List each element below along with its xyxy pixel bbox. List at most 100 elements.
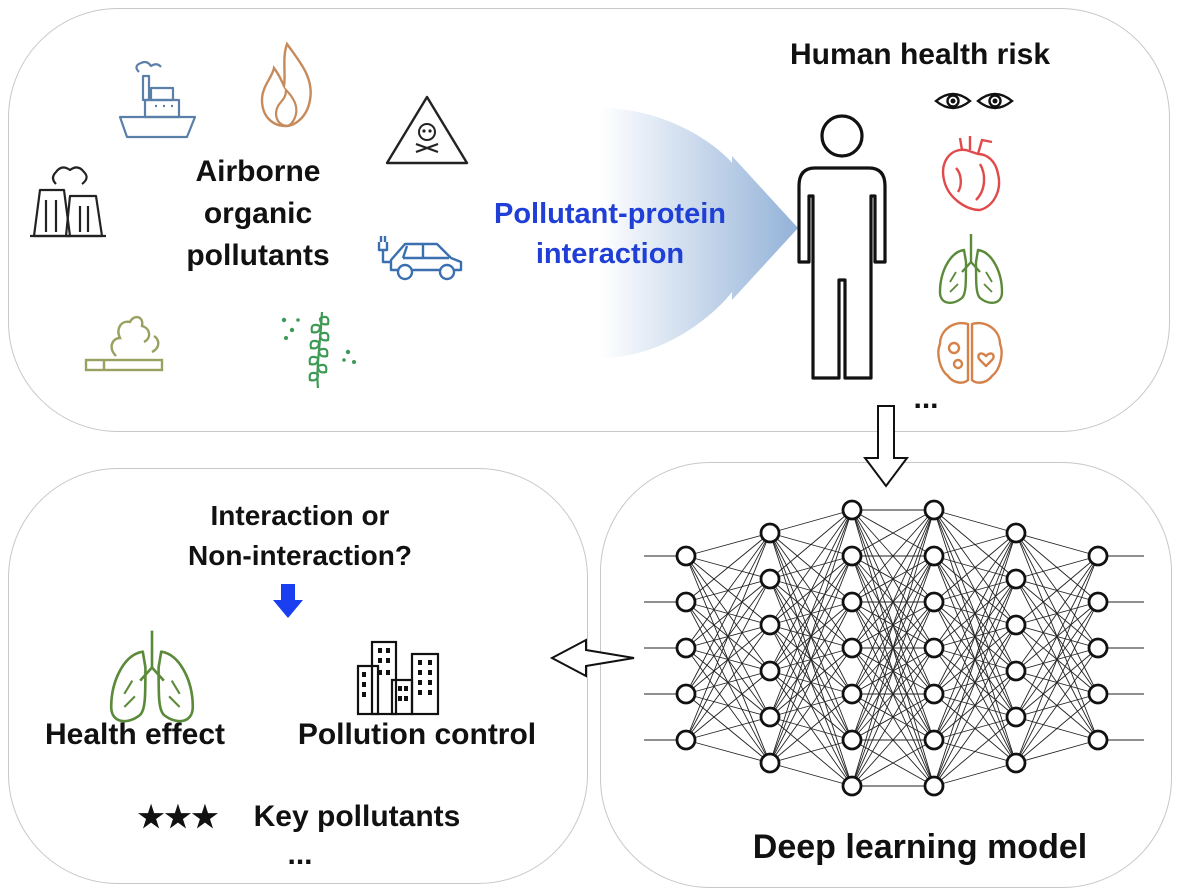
network-node <box>1005 706 1027 728</box>
toxic-warning-icon <box>385 95 469 165</box>
network-node <box>841 683 863 705</box>
network-node <box>841 637 863 659</box>
interaction-label-2: interaction <box>535 238 685 270</box>
network-node <box>923 499 945 521</box>
network-edge <box>1015 647 1099 764</box>
key-pollutants-label: Key pollutants <box>253 800 461 833</box>
model-title: Deep learning model <box>752 828 1088 866</box>
eyes-icon <box>934 92 1014 110</box>
network-edge <box>769 555 853 764</box>
network-edge <box>851 509 935 603</box>
network-edge <box>933 578 1017 787</box>
building-icon <box>356 640 440 716</box>
network-node <box>759 660 781 682</box>
airborne-label: Airborne <box>195 155 321 188</box>
network-node <box>841 729 863 751</box>
pollen-plant-icon <box>281 311 356 389</box>
network-node <box>923 545 945 567</box>
network-edge <box>685 716 771 741</box>
network-node <box>759 706 781 728</box>
network-edge <box>769 509 853 626</box>
question-line-1: Interaction or <box>210 500 390 531</box>
question-line-2: Non-interaction? <box>188 540 412 571</box>
network-node <box>759 614 781 636</box>
network-edge <box>1015 555 1099 764</box>
network-edge <box>933 532 1017 741</box>
ship-icon <box>118 60 197 139</box>
network-edge <box>769 509 853 534</box>
network-edge <box>1015 555 1099 580</box>
network-edge <box>769 601 853 764</box>
lungs-icon <box>109 630 195 723</box>
interaction-label-1: Pollutant-protein <box>494 198 726 230</box>
neural-network-icon <box>644 499 1144 797</box>
network-node <box>1005 568 1027 590</box>
network-node <box>1087 545 1109 567</box>
network-edge <box>769 693 853 764</box>
network-edge <box>851 509 935 557</box>
risk-ellipsis: ... <box>913 382 939 415</box>
heart-icon <box>941 136 1001 212</box>
network-edge <box>933 532 1017 603</box>
network-edge <box>933 532 1017 787</box>
pollutants-label: pollutants <box>186 239 330 272</box>
network-node <box>675 683 697 705</box>
network-edge <box>1015 532 1099 557</box>
bottom-left-ellipsis: ... <box>287 838 313 871</box>
left-outline-arrow <box>549 638 635 678</box>
network-node <box>1087 729 1109 751</box>
network-edge <box>933 532 1017 557</box>
network-edge <box>851 555 935 787</box>
network-node <box>675 637 697 659</box>
network-edge <box>1015 555 1099 672</box>
stars-icon: ★★★ <box>137 801 219 834</box>
network-edge <box>1015 693 1099 764</box>
network-edge <box>851 509 935 787</box>
network-edge <box>1015 555 1099 718</box>
network-edge <box>769 509 853 718</box>
network-node <box>841 591 863 613</box>
network-edge <box>933 762 1017 787</box>
network-edge <box>933 624 1017 787</box>
network-edge <box>685 532 771 695</box>
health-effect-label: Health effect <box>44 718 226 751</box>
network-edge <box>685 670 771 741</box>
network-edge <box>769 509 853 672</box>
risk-title: Human health risk <box>789 38 1051 71</box>
network-edge <box>1015 601 1099 764</box>
network-node <box>923 729 945 751</box>
network-edge <box>933 670 1017 787</box>
network-edge <box>685 532 771 603</box>
brain-icon <box>937 321 1003 384</box>
network-node <box>1005 614 1027 636</box>
fire-icon <box>260 41 312 128</box>
blue-down-arrow-icon <box>273 584 303 618</box>
network-node <box>923 591 945 613</box>
network-edge <box>851 601 935 787</box>
electric-car-icon <box>377 236 463 281</box>
bottom-left-panel <box>8 468 588 884</box>
organic-label: organic <box>203 197 313 230</box>
network-node <box>759 568 781 590</box>
network-edge <box>769 762 853 787</box>
network-node <box>1005 752 1027 774</box>
network-edge <box>851 739 935 787</box>
human-icon <box>797 114 887 380</box>
network-edge <box>851 509 935 741</box>
network-edge <box>933 532 1017 695</box>
network-node <box>923 775 945 797</box>
network-edge <box>685 624 771 741</box>
network-edge <box>1015 555 1099 626</box>
network-node <box>1005 660 1027 682</box>
factory-icon <box>30 166 106 238</box>
network-edge <box>851 693 935 787</box>
network-edge <box>685 739 771 764</box>
network-node <box>675 729 697 751</box>
network-edge <box>769 739 853 764</box>
network-edge <box>851 509 935 649</box>
network-edge <box>769 509 853 764</box>
lungs-icon <box>938 234 1004 304</box>
network-node <box>923 637 945 659</box>
network-edge <box>1015 739 1099 764</box>
network-edge <box>769 647 853 764</box>
